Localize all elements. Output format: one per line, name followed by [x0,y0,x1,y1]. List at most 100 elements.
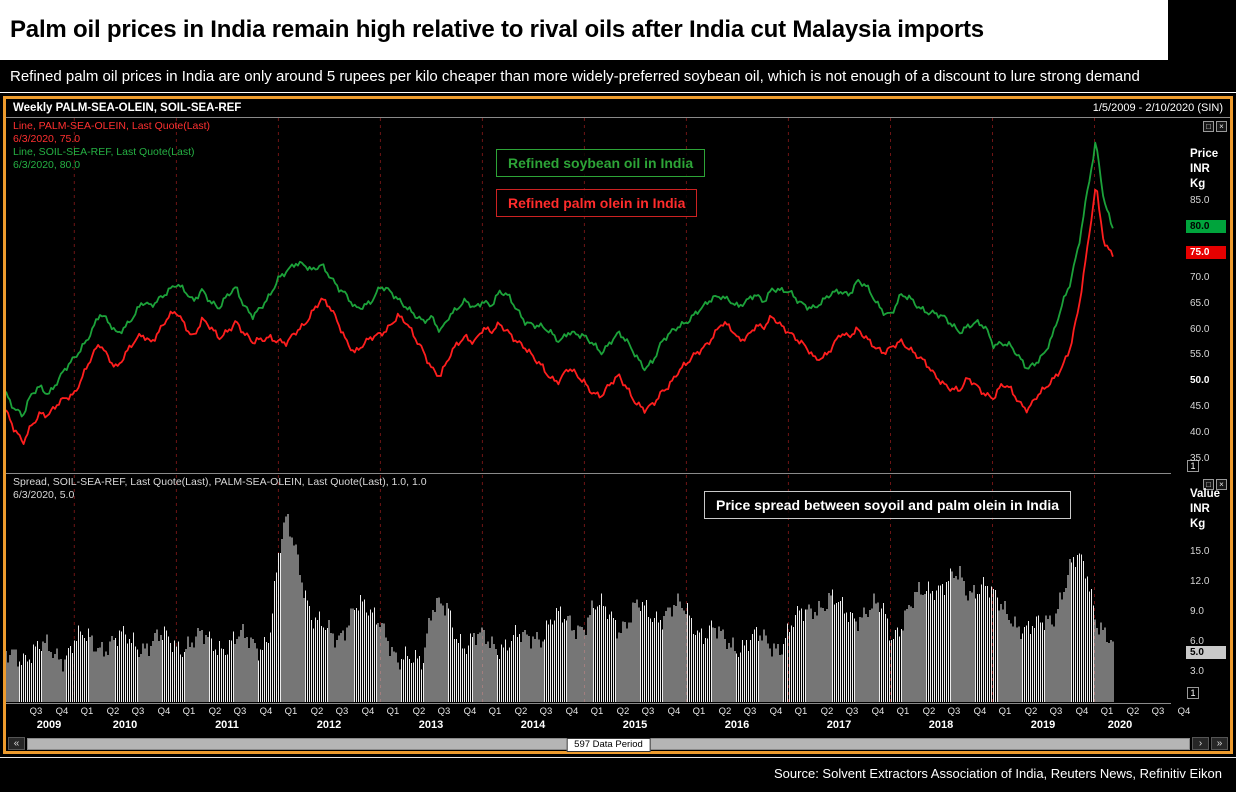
spread-bar [371,612,373,702]
spread-bar [599,604,601,702]
spread-bar [544,639,546,702]
spread-bar [669,607,671,702]
quarter-label: Q1 [182,706,196,717]
quarter-label: Q1 [590,706,604,717]
spread-bar [794,615,796,702]
spread-bar [559,606,561,702]
spread-bar [983,577,985,702]
spread-bar [753,629,755,702]
spread-bar [988,597,990,702]
spread-bar [697,630,699,702]
scroll-end-icon[interactable]: » [1211,737,1228,750]
year-label: 2010 [112,719,138,731]
spread-bar [103,656,105,702]
spread-bar [1014,616,1016,702]
spread-bar [953,578,955,702]
spread-bar [1016,627,1018,702]
spread-bar [644,605,646,702]
spread-bar [994,590,996,702]
spread-bar [963,580,965,702]
spread-bar [1090,589,1092,702]
spread-bar [1100,622,1102,702]
scroll-left-icon[interactable]: « [8,737,25,750]
spread-bar [1055,613,1057,702]
spread-bar [724,639,726,702]
maximize-icon[interactable]: □ [1203,121,1214,132]
quarter-label: Q3 [743,706,757,717]
spread-bar [1045,615,1047,702]
spread-bar [146,643,148,702]
spread-bar [904,610,906,702]
spread-bar [822,607,824,702]
scrollbar[interactable]: « 597 Data Period › » [6,736,1230,752]
spread-bar [416,658,418,702]
spread-bar [508,647,510,702]
value-tick-label: 9.0 [1190,606,1204,617]
spread-bar [123,625,125,702]
spread-bar [74,640,76,702]
spread-bar [215,649,217,702]
spread-bar [616,638,618,702]
close-icon[interactable]: × [1216,479,1227,490]
spread-bar [258,660,260,702]
spread-bar [677,593,679,702]
spread-bar [930,593,932,702]
spread-bar [1033,628,1035,702]
spread-bar [275,572,277,702]
spread-bar [418,656,420,702]
spread-bar [777,644,779,702]
spread-bar [177,641,179,702]
spread-bar [538,639,540,702]
spread-bar [362,601,364,702]
spread-bar [726,649,728,702]
spread-bar [634,603,636,702]
spread-bar [430,620,432,702]
spread-bar [461,648,463,702]
spread-bar [125,634,126,702]
spread-bar [630,622,632,702]
spread-bar [434,612,436,702]
spread-bar [356,608,358,702]
spread-bar [1018,626,1020,702]
scrollbar-track[interactable]: 597 Data Period [27,737,1190,752]
spread-bar [1110,639,1112,702]
spread-bar [920,594,922,702]
spread-bar [485,644,487,702]
spread-bar [393,651,395,702]
spread-bar [295,544,297,702]
spread-bar [798,610,800,702]
spread-bar [865,614,867,702]
spread-bar [650,618,652,702]
bottom-pane-window-icons: □ × [1203,479,1227,490]
maximize-icon[interactable]: □ [1203,479,1214,490]
top-pane-window-icons: □ × [1203,121,1227,132]
spread-bar [655,611,657,702]
x-axis: Q3 Q4 Q1 Q2 Q3 Q4 Q1 Q2 Q3 Q4 Q1 Q2 Q3 Q4 Q1 Q2 Q3 Q4 Q1 Q2… [6,704,1230,736]
spread-bar [761,640,763,702]
scroll-right-icon[interactable]: › [1192,737,1209,750]
spread-bar [638,607,640,702]
spread-bar [955,576,957,702]
spread-bar [934,600,936,702]
spread-bar [487,641,489,702]
spread-bar [463,648,465,702]
spread-bar [405,646,407,702]
spread-bar [342,630,344,702]
chart-date-range: 1/5/2009 - 2/10/2020 (SIN) [1092,102,1223,114]
spread-bar [23,653,25,702]
spread-bar [945,582,947,702]
spread-bar [1006,613,1008,702]
spread-bar [477,634,479,702]
spread-bar [209,631,211,702]
spread-bar [407,656,409,702]
spread-bar [818,600,820,702]
spread-bar [867,617,869,702]
spread-bar [702,644,704,702]
spread-bar [344,640,346,702]
spread-bar [126,643,128,702]
close-icon[interactable]: × [1216,121,1227,132]
spread-bar [285,516,287,702]
spread-bar [510,640,512,702]
spread-bar [951,571,953,702]
spread-bar [889,640,891,702]
